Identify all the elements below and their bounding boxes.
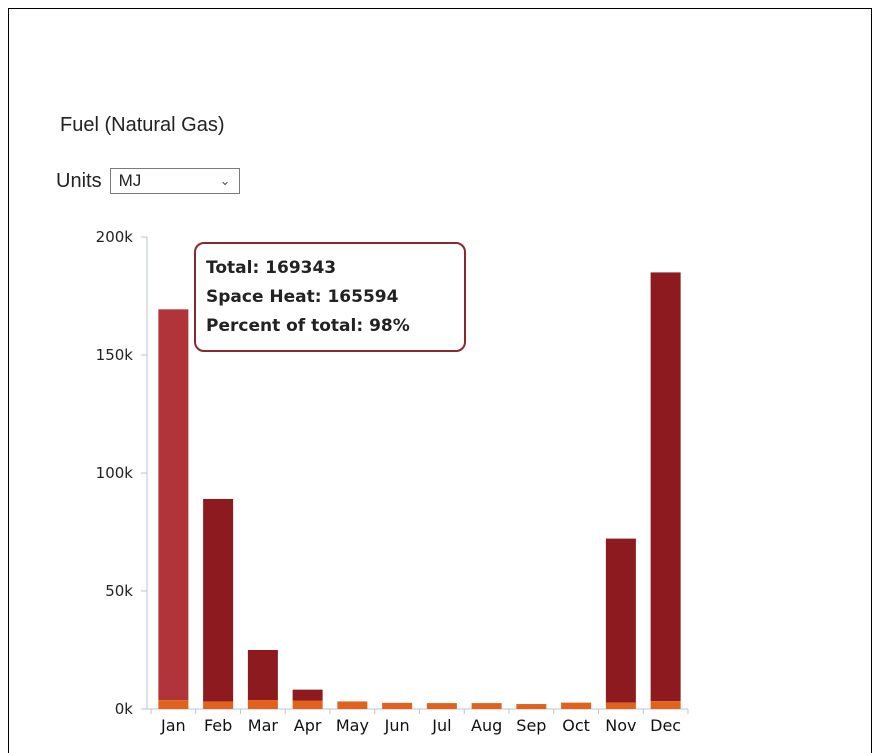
y-tick-label: 150k xyxy=(96,346,134,364)
tooltip-total: Total: 169343 xyxy=(206,258,337,278)
bar-other xyxy=(516,704,547,709)
bar-space-heat xyxy=(158,309,189,701)
units-label: Units xyxy=(56,169,102,192)
x-tick-label: Oct xyxy=(562,716,590,735)
bar-space-heat xyxy=(292,689,323,701)
bar-other xyxy=(337,701,368,709)
x-tick-label: Feb xyxy=(204,716,232,735)
bar-other xyxy=(292,700,323,709)
x-tick-label: Apr xyxy=(294,716,322,735)
x-tick-label: Dec xyxy=(650,716,681,735)
tooltip-space-heat: Space Heat: 165594 xyxy=(206,287,399,307)
bar-other xyxy=(203,701,234,709)
tooltip-percent: Percent of total: 98% xyxy=(206,316,410,336)
x-tick-label: Mar xyxy=(248,716,279,735)
bar-other xyxy=(426,703,457,709)
y-tick-label: 50k xyxy=(105,582,133,600)
chevron-down-icon: ⌄ xyxy=(219,173,231,188)
bar-space-heat xyxy=(247,650,278,701)
bar-other xyxy=(471,703,502,709)
x-tick-label: Nov xyxy=(605,716,636,735)
y-tick-label: 200k xyxy=(96,228,134,246)
x-tick-label: Jun xyxy=(384,716,410,735)
x-tick-label: Sep xyxy=(516,716,546,735)
y-tick-label: 0k xyxy=(115,700,134,718)
units-select-value: MJ xyxy=(118,171,142,190)
y-tick-label: 100k xyxy=(96,464,134,482)
chart-title: Fuel (Natural Gas) xyxy=(60,114,225,136)
units-control: Units MJ ⌄ xyxy=(56,168,240,194)
bar-tooltip: Total: 169343 Space Heat: 165594 Percent… xyxy=(194,242,466,352)
bar-space-heat xyxy=(203,498,234,702)
x-tick-label: Jan xyxy=(160,716,186,735)
bar-other xyxy=(650,701,681,709)
chart-panel xyxy=(8,8,872,753)
bar-other xyxy=(382,702,413,709)
bar-other xyxy=(158,700,189,709)
x-tick-label: Aug xyxy=(471,716,502,735)
bar-other xyxy=(605,702,636,709)
bar-other xyxy=(561,702,592,709)
bar-space-heat xyxy=(650,272,681,702)
x-tick-label: Jul xyxy=(431,716,451,735)
x-tick-label: May xyxy=(336,716,369,735)
units-select[interactable]: MJ ⌄ xyxy=(109,168,240,194)
bar-space-heat xyxy=(605,538,636,703)
bar-other xyxy=(247,700,278,709)
